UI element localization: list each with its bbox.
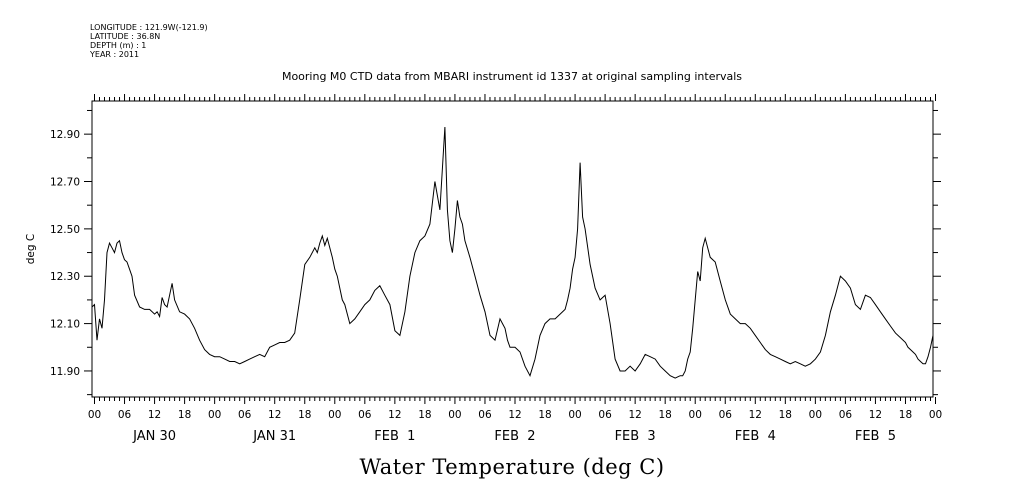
- x-tick-label: 06: [118, 409, 132, 421]
- x-day-label: FEB 3: [615, 429, 656, 444]
- x-tick-label: 06: [839, 409, 853, 421]
- x-tick-label: 12: [749, 409, 762, 421]
- x-axis-hour-labels: 00 06 12 18 00 06 12 18 00 06 12 18 00 06 12 18 00 06 12 18…: [88, 409, 942, 421]
- chart-title: Mooring M0 CTD data from MBARI instrumen…: [282, 70, 742, 83]
- y-tick-label: 12.50: [50, 224, 80, 236]
- y-tick-label: 11.90: [50, 366, 80, 378]
- x-day-label: FEB 5: [855, 429, 896, 444]
- y-tick-label: 12.70: [50, 177, 80, 189]
- x-axis-day-labels: JAN 30 JAN 31 FEB 1 FEB 2 FEB 3 FEB 4 FEB 5: [132, 429, 896, 444]
- y-tick-label: 12.90: [50, 129, 80, 141]
- y-tick-label: 12.30: [50, 271, 80, 283]
- plot-frame: [91, 100, 934, 398]
- x-tick-label: 00: [568, 409, 581, 421]
- x-tick-label: 18: [779, 409, 792, 421]
- x-tick-label: 12: [268, 409, 281, 421]
- y-axis-ticks: [84, 109, 941, 396]
- x-day-label: FEB 2: [494, 429, 535, 444]
- x-day-label: JAN 31: [252, 429, 296, 444]
- x-tick-label: 00: [929, 409, 942, 421]
- x-tick-label: 06: [719, 409, 733, 421]
- y-axis-labels: 11.90 12.10 12.30 12.50 12.70 12.90: [50, 129, 80, 378]
- x-tick-label: 18: [538, 409, 551, 421]
- x-tick-label: 00: [208, 409, 221, 421]
- x-tick-label: 00: [689, 409, 702, 421]
- x-tick-label: 06: [598, 409, 612, 421]
- x-axis-title: Water Temperature (deg C): [359, 455, 664, 479]
- x-day-label: FEB 1: [374, 429, 415, 444]
- year-text: YEAR : 2011: [89, 50, 139, 59]
- x-axis-ticks: [94, 94, 937, 404]
- x-tick-label: 00: [88, 409, 101, 421]
- x-day-label: FEB 4: [735, 429, 776, 444]
- x-tick-label: 12: [388, 409, 401, 421]
- depth-text: DEPTH (m) : 1: [90, 41, 146, 50]
- x-day-label: JAN 30: [132, 429, 176, 444]
- x-tick-label: 18: [418, 409, 431, 421]
- temperature-series-line: [91, 126, 934, 379]
- x-tick-label: 18: [178, 409, 191, 421]
- x-tick-label: 18: [298, 409, 311, 421]
- x-tick-label: 12: [869, 409, 882, 421]
- x-tick-label: 18: [899, 409, 912, 421]
- x-tick-label: 00: [809, 409, 822, 421]
- x-tick-label: 06: [478, 409, 492, 421]
- y-tick-label: 12.10: [50, 319, 80, 331]
- latitude-text: LATITUDE : 36.8N: [90, 32, 160, 41]
- x-tick-label: 00: [328, 409, 341, 421]
- x-tick-label: 06: [358, 409, 372, 421]
- y-axis-label: deg C: [25, 234, 37, 264]
- x-tick-label: 18: [658, 409, 671, 421]
- x-tick-label: 12: [508, 409, 521, 421]
- longitude-text: LONGITUDE : 121.9W(-121.9): [90, 23, 208, 32]
- x-tick-label: 00: [448, 409, 461, 421]
- x-tick-label: 06: [238, 409, 252, 421]
- x-tick-label: 12: [148, 409, 161, 421]
- x-tick-label: 12: [628, 409, 641, 421]
